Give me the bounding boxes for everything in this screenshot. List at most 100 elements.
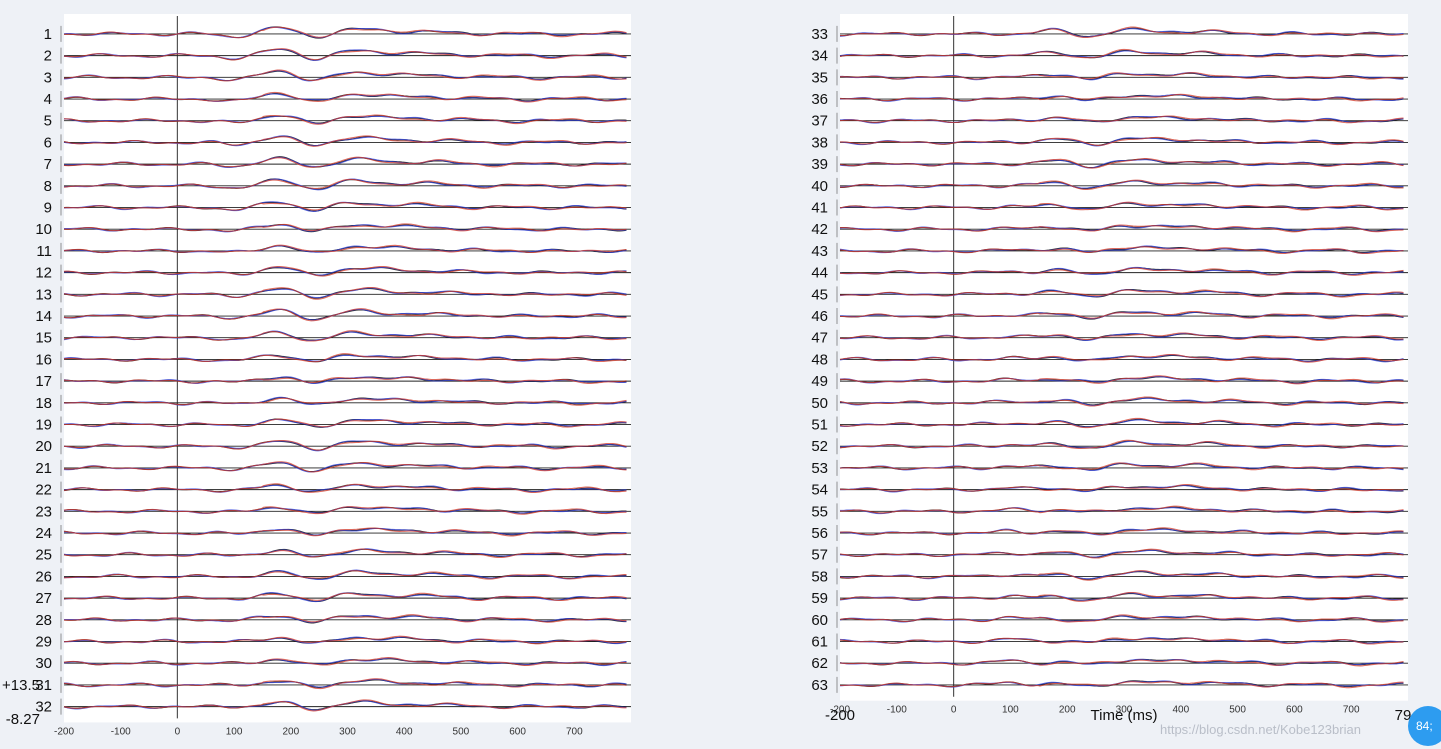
x-tick-label: 700 bbox=[1343, 705, 1360, 716]
right-panel: 33 34 35 36 37 38 39 40 41 42 43 44 45 46 47 48 49 50 51 52… bbox=[811, 14, 1411, 724]
channel-label: 39 bbox=[811, 156, 828, 173]
channel-label: 40 bbox=[811, 178, 828, 195]
waveform-line bbox=[839, 48, 1404, 59]
waveform-line bbox=[839, 614, 1404, 623]
x-tick-label: 600 bbox=[509, 726, 526, 737]
waveform-line bbox=[63, 354, 627, 362]
waveform-line bbox=[839, 224, 1404, 233]
waveform-line bbox=[840, 505, 1404, 514]
channel-label: 20 bbox=[35, 438, 52, 455]
x-tick-label: -200 bbox=[830, 705, 850, 716]
channel-label: 51 bbox=[811, 417, 828, 434]
channel-label: 46 bbox=[811, 308, 828, 325]
channel-label: 56 bbox=[811, 525, 828, 542]
channel-label: 36 bbox=[811, 91, 828, 108]
waveform-line bbox=[63, 548, 627, 559]
channel-label: 27 bbox=[35, 590, 52, 607]
waveform-line bbox=[840, 26, 1404, 38]
channel-label: 62 bbox=[811, 655, 828, 672]
waveform-line bbox=[63, 592, 627, 602]
waveform-line bbox=[839, 591, 1404, 602]
x-axis-label: Time (ms) bbox=[1091, 707, 1158, 724]
x-tick-label: 400 bbox=[1172, 705, 1189, 716]
channel-label: 58 bbox=[811, 568, 828, 585]
channel-label: 31 bbox=[35, 677, 52, 694]
channel-label: 60 bbox=[811, 612, 828, 629]
channel-label: 11 bbox=[36, 243, 52, 260]
waveform-line bbox=[63, 308, 627, 322]
x-tick-label: 400 bbox=[396, 726, 413, 737]
waveform-line bbox=[839, 267, 1404, 276]
waveform-line bbox=[839, 417, 1404, 429]
waveform-line bbox=[840, 72, 1404, 80]
channel-label: 22 bbox=[35, 482, 52, 499]
channel-label: 52 bbox=[811, 438, 828, 455]
waveform-line bbox=[63, 265, 627, 277]
channel-label: 57 bbox=[811, 547, 828, 564]
channel-label: 6 bbox=[44, 134, 52, 151]
waveform-line bbox=[839, 289, 1404, 298]
waveform-line bbox=[63, 178, 627, 189]
waveform-line bbox=[839, 637, 1404, 645]
waveform-line bbox=[63, 699, 627, 712]
channel-label: 34 bbox=[811, 48, 828, 65]
channel-label: 29 bbox=[35, 634, 52, 651]
waveform-line bbox=[63, 657, 627, 666]
channel-label: 9 bbox=[44, 200, 52, 217]
waveform-line bbox=[839, 637, 1404, 645]
channel-label: 26 bbox=[35, 568, 52, 585]
waveform-line bbox=[839, 375, 1404, 385]
waveform-line bbox=[839, 332, 1404, 342]
waveform-line bbox=[839, 659, 1404, 667]
channel-label: 4 bbox=[44, 91, 52, 108]
waveform-line bbox=[64, 26, 627, 39]
x-tick-label: 200 bbox=[1059, 705, 1076, 716]
channel-label: 48 bbox=[811, 351, 828, 368]
waveform-line bbox=[63, 418, 627, 428]
waveform-line bbox=[839, 245, 1404, 254]
waveform-line bbox=[839, 246, 1404, 255]
waveform-line bbox=[63, 69, 627, 82]
channel-label: 18 bbox=[35, 395, 52, 412]
waveform-line bbox=[840, 136, 1404, 146]
channel-label: 53 bbox=[811, 460, 828, 477]
scale-label-bottom: -8.27 bbox=[6, 711, 40, 728]
scale-label-top: +13.5 bbox=[2, 677, 40, 694]
channel-label: 50 bbox=[811, 395, 828, 412]
channel-label: 41 bbox=[811, 200, 828, 217]
watermark-text: https://blog.csdn.net/Kobe123brian bbox=[1160, 722, 1361, 737]
waveform-line bbox=[63, 156, 627, 168]
channel-label: 10 bbox=[35, 221, 52, 238]
channel-label: 54 bbox=[811, 482, 828, 499]
plot-area bbox=[64, 14, 631, 723]
x-tick-label: 500 bbox=[1229, 705, 1246, 716]
waveform-line bbox=[839, 440, 1404, 449]
x-tick-label: -200 bbox=[54, 726, 74, 737]
waveform-line bbox=[63, 91, 627, 103]
waveform-line bbox=[839, 462, 1404, 471]
channel-label: 38 bbox=[811, 134, 828, 151]
channel-label: 28 bbox=[35, 612, 52, 629]
channel-label: 13 bbox=[35, 286, 52, 303]
waveform-line bbox=[63, 570, 627, 580]
waveform-line bbox=[63, 330, 627, 342]
x-tick-label: 100 bbox=[1002, 705, 1019, 716]
waveform-line bbox=[63, 156, 627, 168]
channel-label: 43 bbox=[811, 243, 828, 260]
notification-badge[interactable]: 84; bbox=[1408, 706, 1441, 746]
waveform-line bbox=[839, 527, 1404, 536]
channel-label: 17 bbox=[35, 373, 52, 390]
channel-label: 1 bbox=[44, 26, 52, 43]
x-tick-label: 100 bbox=[226, 726, 243, 737]
waveform-line bbox=[63, 244, 627, 254]
channel-label: 32 bbox=[35, 699, 52, 716]
waveform-line bbox=[839, 439, 1404, 449]
channel-label: 49 bbox=[811, 373, 828, 390]
channel-label: 2 bbox=[44, 48, 52, 65]
channel-label: 37 bbox=[811, 113, 828, 130]
channel-label: 61 bbox=[811, 634, 828, 651]
waveform-line bbox=[63, 483, 627, 494]
channel-label: 24 bbox=[35, 525, 52, 542]
waveform-line bbox=[63, 614, 627, 623]
x-end-label: 79 bbox=[1395, 707, 1412, 724]
